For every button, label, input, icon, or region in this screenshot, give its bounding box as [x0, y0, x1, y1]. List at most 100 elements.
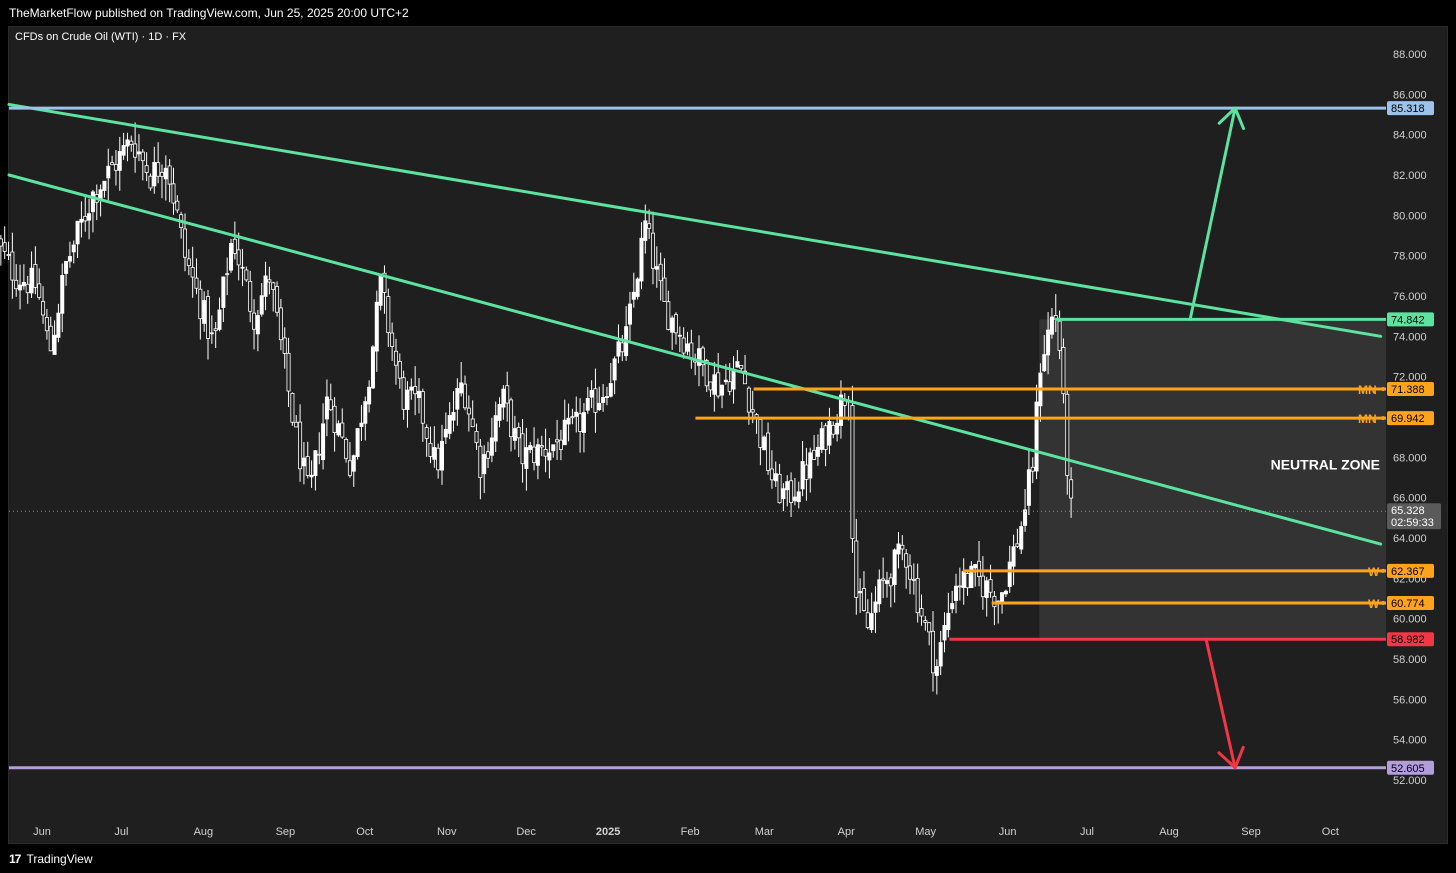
- price-badge-bg: [1387, 382, 1434, 397]
- candle: [766, 422, 771, 475]
- time-tick-label: Jul: [114, 826, 128, 838]
- candle-body: [163, 167, 168, 180]
- candle-body: [608, 383, 613, 397]
- candle: [10, 232, 15, 299]
- candle: [482, 445, 487, 494]
- w-lower-line-badge[interactable]: 60.774: [1387, 596, 1434, 611]
- candle-body: [436, 447, 441, 471]
- candle-body: [466, 407, 471, 415]
- candle: [282, 327, 287, 369]
- candle: [670, 315, 675, 350]
- candle-body: [946, 612, 951, 631]
- candle: [416, 378, 421, 414]
- w-upper-line-badge[interactable]: 62.367: [1387, 563, 1434, 578]
- candle: [321, 403, 326, 470]
- candle: [1049, 307, 1054, 339]
- candle-body: [570, 416, 575, 419]
- level-tag: MN: [1358, 383, 1377, 397]
- candle-body: [934, 665, 939, 676]
- price-badge-bg: [1387, 760, 1434, 775]
- candle-body: [558, 439, 563, 450]
- candle: [133, 122, 138, 173]
- mn-upper-line-badge[interactable]: 71.388: [1387, 382, 1434, 397]
- candle: [267, 266, 272, 295]
- candle-body: [923, 620, 928, 623]
- candle: [248, 270, 253, 323]
- candle-body: [658, 263, 663, 282]
- candle: [796, 481, 801, 509]
- candle: [647, 209, 652, 240]
- candle: [14, 264, 19, 297]
- candle: [186, 249, 191, 276]
- candle-body: [785, 481, 790, 491]
- candle-body: [892, 549, 897, 585]
- candle-body: [340, 422, 345, 438]
- time-tick-label: Apr: [838, 826, 855, 838]
- candle: [819, 421, 824, 454]
- price-tick-label: 66.000: [1393, 493, 1427, 505]
- candle: [252, 299, 257, 350]
- candle-body: [267, 279, 272, 283]
- candle-body: [781, 488, 786, 500]
- candle-body: [685, 343, 690, 352]
- breakdown-arrow[interactable]: [1204, 637, 1245, 770]
- upper-trendline[interactable]: [7, 102, 1383, 338]
- candle-body: [850, 405, 855, 539]
- price-badge-bg: [1387, 312, 1434, 327]
- candle: [428, 426, 433, 464]
- lower-trendline[interactable]: [7, 173, 1383, 546]
- candle-body: [1065, 393, 1070, 476]
- candle-body: [463, 383, 468, 409]
- candle-body: [647, 223, 652, 229]
- candle-body: [252, 312, 257, 330]
- mn-lower-line-badge[interactable]: 69.942: [1387, 411, 1434, 426]
- candle: [654, 246, 659, 288]
- candle: [474, 423, 479, 451]
- candle-body: [716, 372, 721, 397]
- candle-body: [881, 578, 886, 581]
- candle: [980, 556, 985, 610]
- candle: [773, 461, 778, 487]
- candle-body: [581, 412, 586, 433]
- time-axis[interactable]: Jun Jul Aug Sep Oct Nov Dec 2025 Feb Mar Apr May Jun…: [33, 826, 1339, 838]
- candle-body: [171, 183, 176, 204]
- candle: [298, 404, 303, 482]
- candle-body: [2, 242, 7, 252]
- candle: [520, 419, 525, 483]
- resistance-line-badge[interactable]: 74.842: [1387, 312, 1434, 327]
- candle-body: [225, 273, 230, 276]
- candle: [957, 567, 962, 601]
- candle: [48, 316, 53, 352]
- time-tick-label: Dec: [516, 826, 536, 838]
- footer-brand[interactable]: 17 TradingView: [0, 845, 1456, 873]
- candle: [1011, 534, 1016, 586]
- target-down-line-badge[interactable]: 52.605: [1387, 760, 1434, 775]
- candle-body: [896, 543, 901, 555]
- candle-body: [1011, 546, 1016, 567]
- candle: [581, 403, 586, 453]
- candle-body: [589, 390, 594, 398]
- candle-body: [597, 402, 602, 410]
- candle: [41, 286, 46, 324]
- candle-body: [401, 377, 406, 410]
- time-tick-label: Sep: [1241, 826, 1261, 838]
- stop-line-badge[interactable]: 58.982: [1387, 632, 1434, 647]
- candle-body: [877, 579, 882, 605]
- price-tick-label: 64.000: [1393, 533, 1427, 545]
- breakout-arrow[interactable]: [1188, 106, 1245, 321]
- candle-body: [988, 579, 993, 593]
- candle-body: [555, 439, 560, 443]
- candle-body: [497, 403, 502, 421]
- candle: [1026, 449, 1031, 515]
- candle: [259, 283, 264, 317]
- candle: [6, 241, 11, 261]
- candle-body: [723, 379, 728, 383]
- candle-body: [344, 439, 349, 459]
- target-up-line-badge[interactable]: 85.318: [1387, 101, 1434, 116]
- candle: [21, 264, 26, 290]
- candle-body: [321, 423, 326, 461]
- candle: [861, 571, 866, 612]
- candle-body: [324, 396, 329, 420]
